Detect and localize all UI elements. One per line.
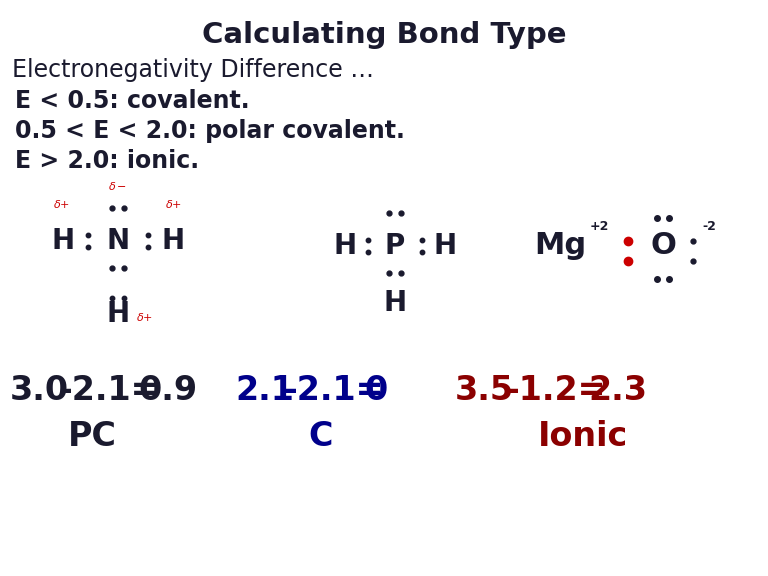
Text: P: P bbox=[385, 232, 406, 260]
Text: 2.1: 2.1 bbox=[235, 374, 294, 407]
Text: H: H bbox=[107, 300, 130, 328]
Text: Electronegativity Difference …: Electronegativity Difference … bbox=[12, 58, 374, 82]
Text: +2: +2 bbox=[590, 219, 609, 233]
Text: Ionic: Ionic bbox=[538, 419, 628, 453]
Text: 3.0: 3.0 bbox=[10, 374, 69, 407]
Text: $\delta$+: $\delta$+ bbox=[164, 198, 181, 210]
Text: -2.1=: -2.1= bbox=[58, 374, 158, 407]
Text: H: H bbox=[433, 232, 456, 260]
Text: N: N bbox=[107, 227, 130, 255]
Text: H: H bbox=[161, 227, 184, 255]
Text: 3.5: 3.5 bbox=[455, 374, 514, 407]
Text: $\delta-$: $\delta-$ bbox=[108, 180, 127, 192]
Text: Mg: Mg bbox=[534, 232, 586, 260]
Text: -2.1=: -2.1= bbox=[283, 374, 383, 407]
Text: -1.2=: -1.2= bbox=[505, 374, 605, 407]
Text: E < 0.5: covalent.: E < 0.5: covalent. bbox=[15, 89, 250, 113]
Text: E > 2.0: ionic.: E > 2.0: ionic. bbox=[15, 149, 199, 173]
Text: Calculating Bond Type: Calculating Bond Type bbox=[202, 21, 566, 49]
Text: H: H bbox=[51, 227, 74, 255]
Text: $\delta$+: $\delta$+ bbox=[52, 198, 69, 210]
Text: $\delta$+: $\delta$+ bbox=[136, 311, 153, 323]
Text: 0.5 < E < 2.0: polar covalent.: 0.5 < E < 2.0: polar covalent. bbox=[15, 119, 405, 143]
Text: H: H bbox=[333, 232, 356, 260]
Text: PC: PC bbox=[68, 419, 117, 453]
Text: -2: -2 bbox=[702, 219, 716, 233]
Text: 2.3: 2.3 bbox=[588, 374, 647, 407]
Text: 0: 0 bbox=[364, 374, 387, 407]
Text: H: H bbox=[383, 289, 406, 317]
Text: 0.9: 0.9 bbox=[138, 374, 197, 407]
Text: O: O bbox=[650, 232, 676, 260]
Text: C: C bbox=[308, 419, 333, 453]
